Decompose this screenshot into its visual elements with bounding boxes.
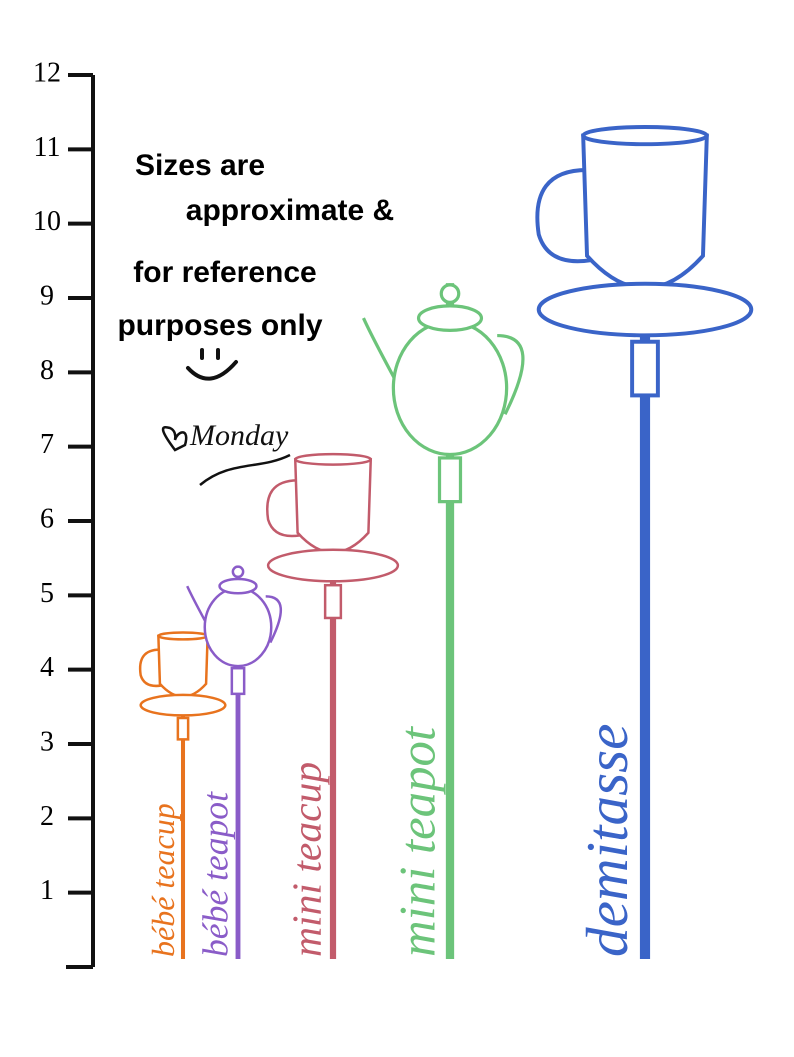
cup-handle bbox=[266, 479, 301, 538]
teapot-lid bbox=[218, 577, 258, 595]
teapot-spout bbox=[362, 317, 397, 381]
y-tick-label: 6 bbox=[40, 503, 54, 534]
teapot-knob bbox=[231, 565, 245, 579]
icon bbox=[266, 452, 400, 620]
cup-body bbox=[157, 634, 209, 698]
icon-neck bbox=[630, 339, 660, 398]
y-tick-label: 3 bbox=[40, 726, 54, 757]
heart bbox=[161, 426, 188, 452]
y-tick-label: 9 bbox=[40, 280, 54, 311]
icon bbox=[186, 565, 283, 696]
cup-rim bbox=[157, 631, 209, 641]
icon-neck bbox=[323, 583, 343, 620]
cup-rim bbox=[293, 452, 373, 466]
y-tick-label: 5 bbox=[40, 578, 54, 609]
cup-body bbox=[581, 133, 709, 290]
teapot-body bbox=[203, 586, 273, 668]
saucer bbox=[139, 693, 227, 717]
y-tick-label: 11 bbox=[34, 132, 61, 163]
note-line: Sizes are bbox=[135, 149, 265, 182]
item-label: mini teapot bbox=[390, 725, 446, 957]
signature-flourish bbox=[199, 453, 291, 486]
teapot-handle bbox=[497, 333, 525, 415]
saucer bbox=[266, 548, 400, 583]
y-tick-label: 7 bbox=[40, 429, 54, 460]
icon-neck bbox=[437, 456, 463, 504]
item-label: mini teacup bbox=[284, 762, 330, 957]
note-line: purposes only bbox=[117, 309, 322, 342]
annotation: Sizes are approximate & for reference pu… bbox=[117, 149, 394, 486]
y-tick-label: 8 bbox=[40, 355, 54, 386]
cup-rim bbox=[581, 125, 709, 147]
teapot-lid bbox=[416, 304, 484, 332]
y-tick-label: 4 bbox=[40, 652, 54, 683]
teapot-body bbox=[391, 319, 509, 457]
item-label: bébé teapot bbox=[196, 791, 236, 957]
signature: Monday bbox=[189, 419, 289, 452]
cup-handle bbox=[535, 167, 592, 264]
teapot-spout bbox=[186, 585, 207, 623]
item-label: bébé teacup bbox=[145, 803, 181, 957]
icon-neck bbox=[176, 716, 190, 741]
note-line: for reference bbox=[133, 256, 316, 289]
y-tick-label: 12 bbox=[33, 57, 61, 88]
icon bbox=[535, 125, 754, 398]
icon bbox=[362, 283, 525, 504]
y-tick-label: 1 bbox=[40, 875, 54, 906]
note-line: approximate & bbox=[186, 194, 394, 227]
teapot-handle bbox=[265, 595, 283, 644]
cup-handle bbox=[138, 648, 162, 688]
y-tick-label: 2 bbox=[40, 801, 54, 832]
cup-body bbox=[293, 458, 373, 554]
y-tick-label: 10 bbox=[33, 206, 61, 237]
teapot-knob bbox=[439, 283, 461, 304]
item-label: demitasse bbox=[574, 724, 640, 957]
saucer bbox=[536, 281, 754, 338]
smiley bbox=[186, 348, 238, 381]
icon-neck bbox=[230, 666, 246, 696]
